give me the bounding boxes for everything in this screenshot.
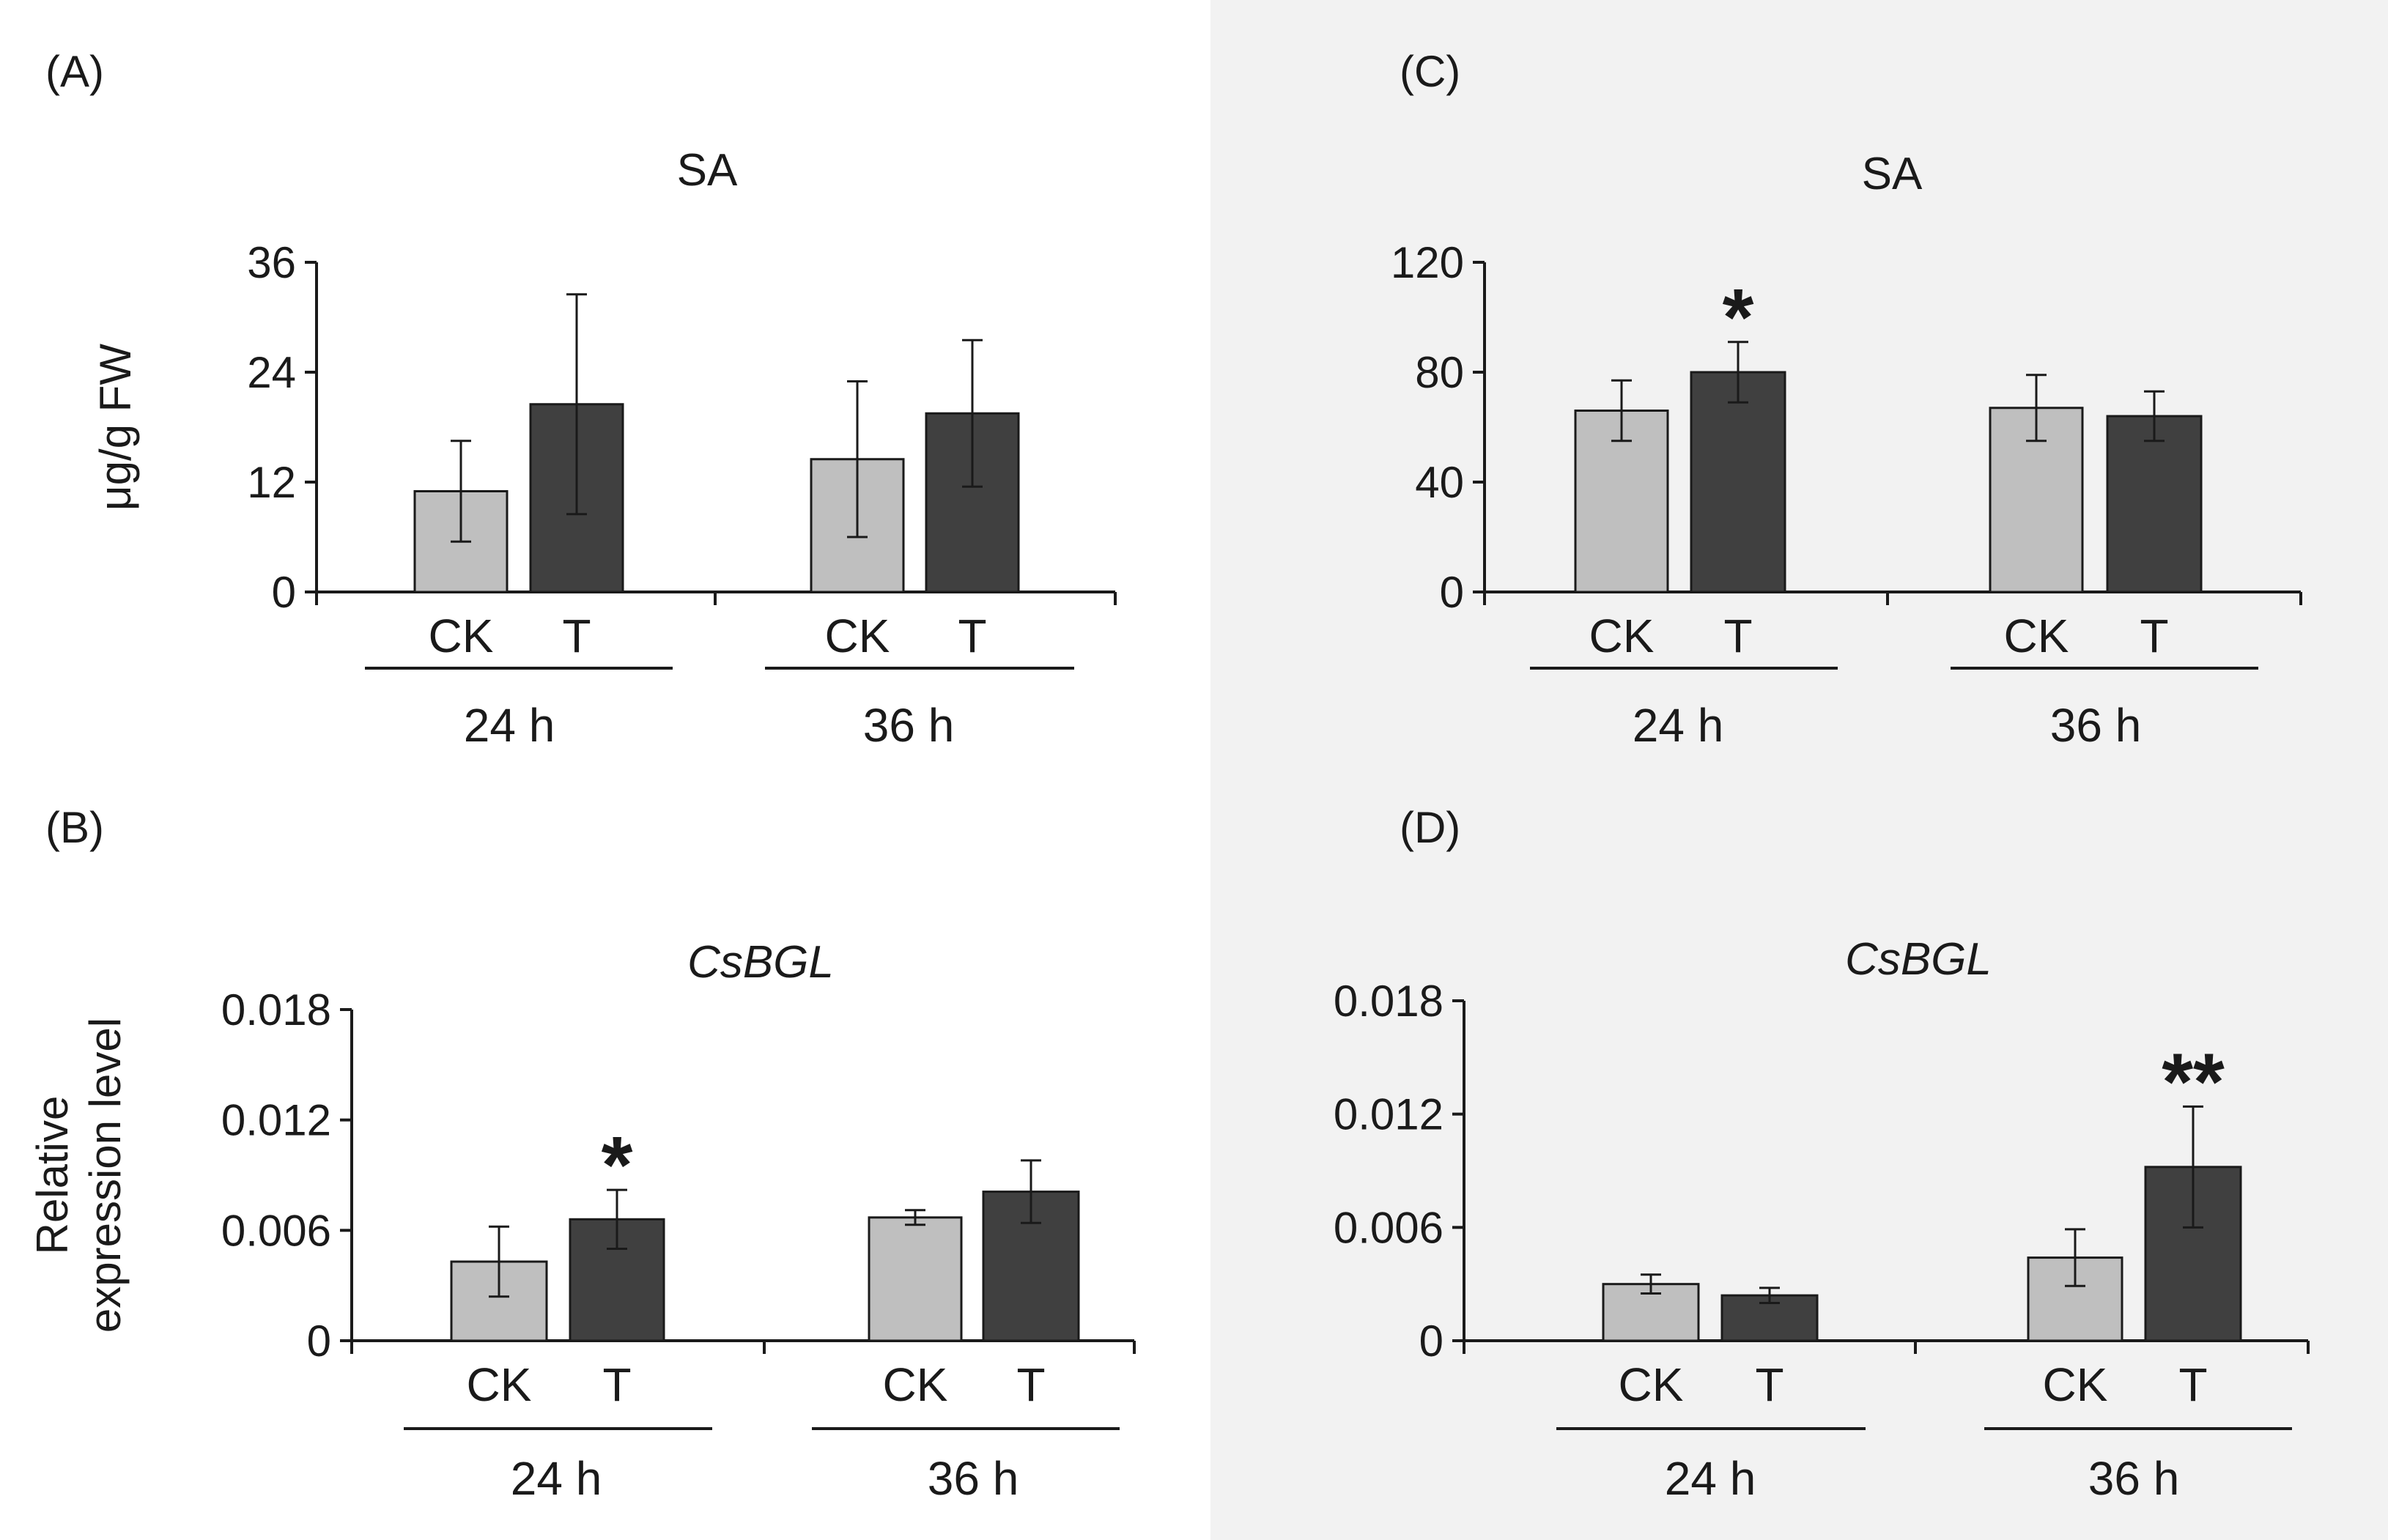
bar-ck-36h — [868, 1216, 963, 1342]
category-label: T — [958, 610, 986, 662]
y-tick-label: 80 — [1415, 348, 1464, 397]
panel-label: (A) — [45, 47, 104, 96]
panel-label: (B) — [45, 803, 104, 852]
panel-label: (C) — [1400, 47, 1460, 96]
y-tick-label: 0.012 — [1334, 1090, 1443, 1139]
category-label: CK — [467, 1358, 532, 1411]
bar-t-36h — [2144, 1166, 2242, 1342]
category-label: CK — [2004, 610, 2069, 662]
group-label: 24 h — [1665, 1452, 1756, 1505]
category-label: T — [602, 1358, 631, 1411]
chart-panel-c: (C) SA 0 40 80 120 CK T * 24 h CK T 36 h — [1391, 47, 2302, 752]
bar-t-24h — [1720, 1294, 1819, 1342]
y-tick-label: 0 — [1419, 1317, 1443, 1366]
chart-panel-b: (B) CsBGL 0 0.006 0.012 0.018 Relative expressi… — [28, 803, 1136, 1505]
y-tick-label: 0.018 — [1334, 977, 1443, 1026]
group-label: 36 h — [2050, 699, 2142, 752]
y-axis-label: μg/g FW — [91, 344, 140, 511]
category-label: CK — [2043, 1358, 2108, 1411]
group-label: 24 h — [464, 699, 555, 752]
significance-marker: ** — [2162, 1037, 2225, 1127]
y-tick-label: 0.012 — [221, 1096, 331, 1145]
chart-title: CsBGL — [1845, 934, 1992, 985]
category-label: T — [1723, 610, 1752, 662]
y-tick-label: 0 — [272, 568, 296, 617]
y-tick-label: 24 — [247, 348, 296, 397]
y-tick-label: 40 — [1415, 458, 1464, 507]
category-label: T — [1016, 1358, 1045, 1411]
group-label: 24 h — [1633, 699, 1724, 752]
y-tick-label: 0 — [307, 1317, 331, 1366]
group-label: 36 h — [928, 1452, 1019, 1505]
category-label: T — [2140, 610, 2168, 662]
category-label: CK — [1589, 610, 1655, 662]
y-tick-label: 120 — [1391, 238, 1464, 287]
bar-t-36h — [2106, 415, 2203, 593]
y-tick-label: 36 — [247, 238, 296, 287]
chart-title: SA — [677, 145, 738, 196]
group-label: 36 h — [2088, 1452, 2180, 1505]
category-label: T — [1755, 1358, 1783, 1411]
significance-marker: * — [602, 1120, 633, 1210]
significance-marker: * — [1723, 273, 1754, 363]
chart-panel-d: (D) CsBGL 0 0.006 0.012 0.018 CK T 24 h CK T ** 36 h — [1334, 803, 2310, 1505]
category-label: CK — [429, 610, 494, 662]
panel-label: (D) — [1400, 803, 1460, 852]
category-label: T — [2178, 1358, 2207, 1411]
y-tick-label: 0.006 — [221, 1206, 331, 1255]
group-label: 36 h — [863, 699, 955, 752]
category-label: CK — [883, 1358, 948, 1411]
y-tick-label: 0.018 — [221, 985, 331, 1034]
chart-title: SA — [1862, 149, 1923, 199]
category-label: CK — [825, 610, 890, 662]
chart-title: CsBGL — [687, 937, 834, 988]
category-label: T — [562, 610, 591, 662]
group-label: 24 h — [511, 1452, 602, 1505]
category-label: CK — [1619, 1358, 1684, 1411]
bar-t-24h — [1690, 371, 1786, 593]
y-tick-label: 0.006 — [1334, 1203, 1443, 1252]
y-axis-label-line-1: Relative — [28, 1096, 77, 1255]
y-tick-label: 12 — [247, 458, 296, 507]
y-axis-label-line-2: expression level — [81, 1018, 130, 1333]
y-tick-label: 0 — [1440, 568, 1464, 617]
